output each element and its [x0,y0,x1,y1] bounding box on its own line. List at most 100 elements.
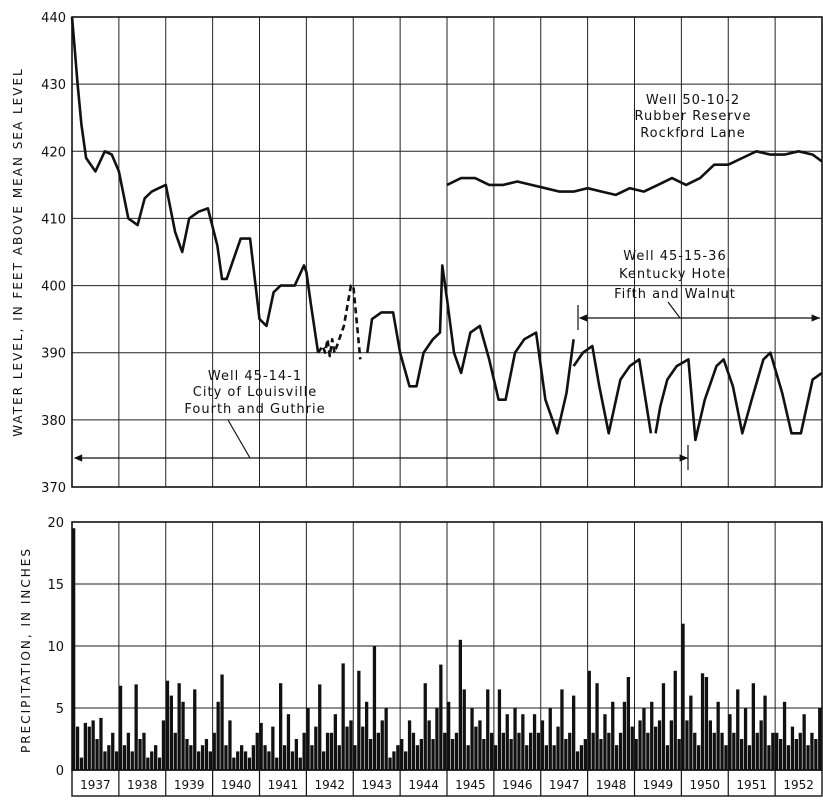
annotation-line: Well 50-10-2 [646,93,740,108]
water-level-grid [72,17,822,487]
precipitation-bar [654,726,658,770]
precipitation-bar [482,739,486,770]
precipitation-panel: 0 5 10 15 20 1937 1938 1939 1940 1941 1942 1943 194… [19,516,823,797]
precipitation-bar [189,745,193,770]
y-tick-label: 390 [41,347,66,362]
precipitation-bar [337,745,341,770]
precipitation-bar [599,739,603,770]
precipitation-bar [560,689,564,770]
precipitation-bar [771,732,775,770]
y-tick-label: 410 [41,212,66,227]
annotation-line: Fifth and Walnut [614,287,736,302]
x-tick-label: 1938 [127,778,158,792]
precipitation-bar [505,714,509,770]
precipitation-bar [767,745,771,770]
precipitation-bar [724,745,728,770]
precipitation-bar [615,745,619,770]
precipitation-bar [318,684,322,770]
precipitation-bar [279,683,283,770]
x-tick-label: 1950 [690,778,721,792]
precipitation-bar [740,739,744,770]
precipitation-bar [486,689,490,770]
y-tick-label: 440 [41,11,66,26]
precipitation-bar [466,745,470,770]
precipitation-bar [646,732,650,770]
precipitation-bar [333,714,337,770]
precipitation-bar [95,739,99,770]
precipitation-bar [458,639,462,770]
precipitation-bar [779,739,783,770]
x-tick-label: 1952 [783,778,814,792]
leader-line [227,419,251,459]
precipitation-bar [193,689,197,770]
precipitation-bar [716,701,720,770]
precipitation-bar [177,683,181,770]
precipitation-bar [212,732,216,770]
annotation-line: Rubber Reserve [635,109,752,124]
x-tick-label: 1945 [455,778,486,792]
precipitation-bar [583,739,587,770]
precipitation-bar [591,732,595,770]
water-level-lines [70,16,823,442]
precipitation-bar [118,685,123,770]
precipitation-bar [72,528,76,770]
precipitation-bar [564,739,568,770]
precipitation-bar [251,745,255,770]
precipitation-bars [72,528,822,770]
precipitation-bar [634,739,638,770]
precipitation-bar [579,745,584,770]
precipitation-bar [240,745,244,770]
precipitation-bar [91,720,95,770]
y-tick-label: 15 [47,578,64,593]
precipitation-bar [697,745,701,770]
water-level-frame [71,16,823,488]
precipitation-bar [743,708,748,770]
precipitation-bar [290,751,295,770]
precipitation-bar [540,720,545,770]
precipitation-bar [763,695,767,770]
precipitation-bar [673,670,677,770]
precipitation-bar [376,732,380,770]
precipitation-bar [638,720,642,770]
precipitation-bar [87,726,91,770]
precipitation-bar [607,732,611,770]
precipitation-bar [775,732,779,770]
precipitation-bar [513,708,517,770]
precipitation-bar [247,757,252,770]
annotation-well-50-10-2: Well 50-10-2 Rubber Reserve Rockford Lan… [635,93,752,141]
annotation-line: Fourth and Guthrie [184,402,325,417]
precipitation-bar [732,732,736,770]
series-line [70,16,320,353]
x-tick-label: 1943 [361,778,392,792]
precipitation-bar [689,695,693,770]
precipitation-bar [208,751,212,770]
precipitation-bar [157,757,162,770]
year-label-strip [71,769,823,797]
x-tick-label: 1944 [408,778,439,792]
precipitation-bar [431,739,435,770]
precipitation-bar [552,745,556,770]
water-level-y-ticks: 370 380 390 400 410 420 430 440 [41,11,66,496]
y-tick-label: 420 [41,145,66,160]
precipitation-bar [298,757,302,770]
precipitation-bar [493,745,498,770]
series-line [572,344,653,435]
x-tick-label: 1941 [268,778,299,792]
precipitation-bar [802,714,806,770]
precipitation-bar [626,677,630,770]
precipitation-bar [380,720,384,770]
precipitation-bar [302,732,306,770]
precipitation-x-ticks: 1937 1938 1939 1940 1941 1942 1943 1944 1945 1946… [80,778,814,792]
x-tick-label: 1948 [596,778,627,792]
precipitation-bar [306,708,310,770]
precipitation-bar [150,751,154,770]
precipitation-bar [427,720,431,770]
precipitation-bar [325,732,330,770]
precipitation-bar [232,757,236,770]
y-tick-label: 20 [47,516,64,531]
water-level-y-axis-label: WATER LEVEL, IN FEET ABOVE MEAN SEA LEVE… [11,67,25,436]
precipitation-bar [759,720,763,770]
precipitation-bar [798,732,802,770]
precipitation-bar [197,751,201,770]
